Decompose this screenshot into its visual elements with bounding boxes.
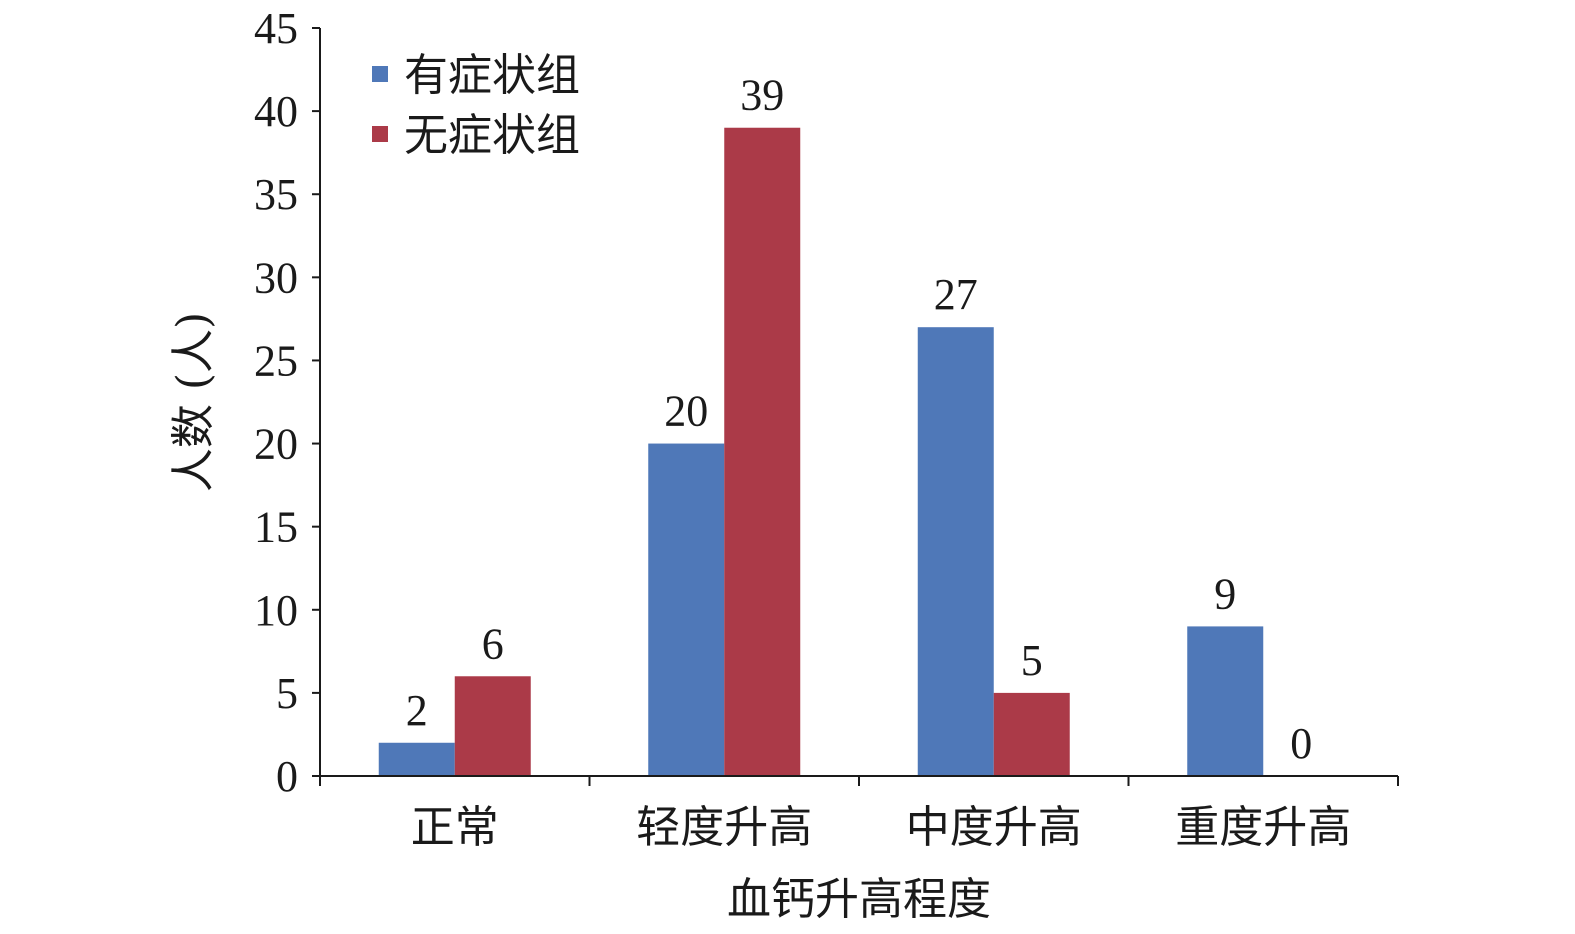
bar-value-label: 6 [482, 619, 504, 668]
y-axis-ticks: 0 5 10 15 20 25 30 35 40 45 [254, 4, 320, 801]
bar-asymptomatic [993, 692, 1070, 776]
bar-value-label: 20 [664, 387, 708, 436]
x-axis-ticks [319, 776, 1399, 786]
legend-swatch [372, 66, 388, 82]
bar-symptomatic [378, 742, 455, 776]
y-tick-label: 40 [254, 87, 298, 136]
x-category-label: 正常 [411, 802, 499, 853]
x-axis-title: 血钙升高程度 [727, 874, 991, 925]
bar-asymptomatic [724, 127, 801, 776]
y-tick-label: 35 [254, 170, 298, 219]
bar-value-label: 5 [1021, 636, 1043, 685]
y-tick-label: 20 [254, 420, 298, 469]
bar-value-label: 27 [934, 270, 978, 319]
bars [378, 127, 1264, 776]
y-axis-title: 人数 (人) [168, 312, 219, 492]
y-tick-label: 10 [254, 586, 298, 635]
bar-value-label: 2 [406, 686, 428, 735]
bar-symptomatic [1187, 626, 1264, 776]
bar-asymptomatic [454, 676, 531, 776]
y-tick-label: 5 [276, 669, 298, 718]
y-tick-label: 45 [254, 4, 298, 53]
x-category-label: 轻度升高 [636, 802, 812, 853]
bar-value-label: 39 [740, 71, 784, 120]
legend-label: 无症状组 [404, 110, 580, 161]
bar-symptomatic [648, 443, 725, 776]
legend-swatch [372, 126, 388, 142]
y-tick-label: 0 [276, 752, 298, 801]
bar-symptomatic [917, 327, 994, 776]
data-labels: 2 6 20 39 27 5 9 0 [406, 71, 1313, 768]
y-tick-label: 30 [254, 253, 298, 302]
y-tick-label: 15 [254, 503, 298, 552]
legend-label: 有症状组 [404, 50, 580, 101]
x-category-label: 重度升高 [1175, 802, 1351, 853]
x-category-label: 中度升高 [906, 802, 1082, 853]
y-tick-label: 25 [254, 336, 298, 385]
bar-value-label: 0 [1290, 719, 1312, 768]
bar-value-label: 9 [1214, 569, 1236, 618]
x-axis-category-labels: 正常 轻度升高 中度升高 重度升高 [411, 802, 1352, 853]
